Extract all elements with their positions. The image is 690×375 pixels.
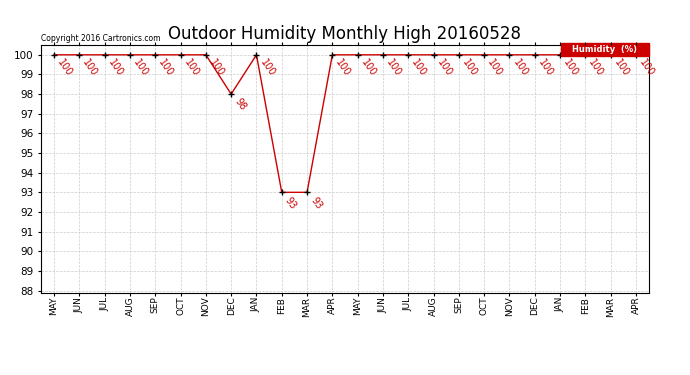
Text: 100: 100 bbox=[384, 58, 403, 78]
Text: Humidity  (%): Humidity (%) bbox=[572, 45, 637, 54]
Text: 100: 100 bbox=[562, 58, 580, 78]
Text: 98: 98 bbox=[233, 97, 248, 112]
FancyBboxPatch shape bbox=[560, 42, 649, 56]
Text: Copyright 2016 Cartronics.com: Copyright 2016 Cartronics.com bbox=[41, 33, 161, 42]
Text: 93: 93 bbox=[308, 195, 324, 211]
Title: Outdoor Humidity Monthly High 20160528: Outdoor Humidity Monthly High 20160528 bbox=[168, 26, 522, 44]
Text: 100: 100 bbox=[511, 58, 529, 78]
Text: 100: 100 bbox=[334, 58, 353, 78]
Text: 100: 100 bbox=[536, 58, 555, 78]
Text: 100: 100 bbox=[55, 58, 74, 78]
Text: 100: 100 bbox=[81, 58, 99, 78]
Text: 100: 100 bbox=[486, 58, 504, 78]
Text: 100: 100 bbox=[586, 58, 605, 78]
Text: 100: 100 bbox=[612, 58, 631, 78]
Text: 93: 93 bbox=[283, 195, 298, 211]
Text: 100: 100 bbox=[106, 58, 125, 78]
Text: 100: 100 bbox=[410, 58, 428, 78]
Text: 100: 100 bbox=[131, 58, 150, 78]
Text: 100: 100 bbox=[207, 58, 226, 78]
Text: 100: 100 bbox=[157, 58, 175, 78]
Text: 100: 100 bbox=[258, 58, 277, 78]
Text: 100: 100 bbox=[638, 58, 656, 78]
Text: 100: 100 bbox=[359, 58, 377, 78]
Text: 100: 100 bbox=[435, 58, 453, 78]
Text: 100: 100 bbox=[182, 58, 201, 78]
Text: 100: 100 bbox=[460, 58, 479, 78]
